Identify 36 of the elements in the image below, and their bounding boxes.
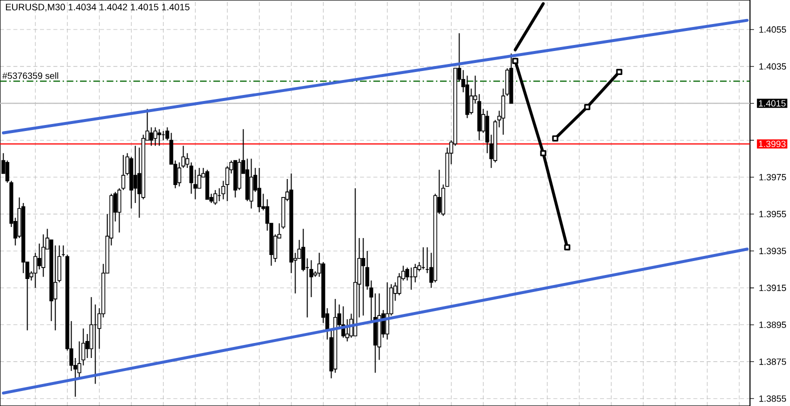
candlestick (165, 126, 170, 141)
y-tick-label: 1.3855 (759, 395, 786, 402)
candlestick (213, 190, 218, 206)
candlestick (89, 296, 94, 359)
y-tick-label: 1.4055 (759, 26, 786, 33)
ref-line-label: 1.3993 (758, 140, 786, 148)
y-tick-label: 1.4035 (759, 63, 786, 70)
candlestick (41, 234, 46, 278)
y-tick-label: 1.3975 (759, 174, 786, 180)
candlestick (249, 158, 254, 210)
point (564, 244, 570, 250)
candlestick (301, 228, 306, 272)
y-tick-label: 1.3955 (759, 210, 786, 218)
candlestick (257, 167, 262, 213)
candlestick (405, 267, 410, 281)
ref-line-label: 1.4015 (758, 100, 786, 107)
y-tick-label: 1.3915 (759, 284, 786, 292)
point (584, 104, 590, 110)
y-tick-label: 1.3875 (759, 358, 786, 365)
chart-title: EURUSD,M30 1.4034 1.4042 1.4015 1.4015 (6, 4, 190, 12)
candlestick (5, 160, 10, 184)
point (540, 150, 546, 156)
candlestick (33, 252, 38, 288)
candlestick (133, 145, 138, 204)
point (512, 58, 518, 64)
point (616, 68, 622, 76)
candlestick (153, 126, 158, 146)
candlestick (149, 126, 154, 146)
ref-line-label: #5376359 sell (2, 72, 58, 79)
y-tick-label: 1.3895 (759, 322, 786, 328)
point (552, 135, 558, 142)
candlestick (361, 238, 366, 316)
candlestick (37, 243, 42, 270)
candlestick (157, 128, 162, 146)
y-tick-label: 1.3935 (759, 248, 786, 254)
candlestick (225, 166, 230, 202)
